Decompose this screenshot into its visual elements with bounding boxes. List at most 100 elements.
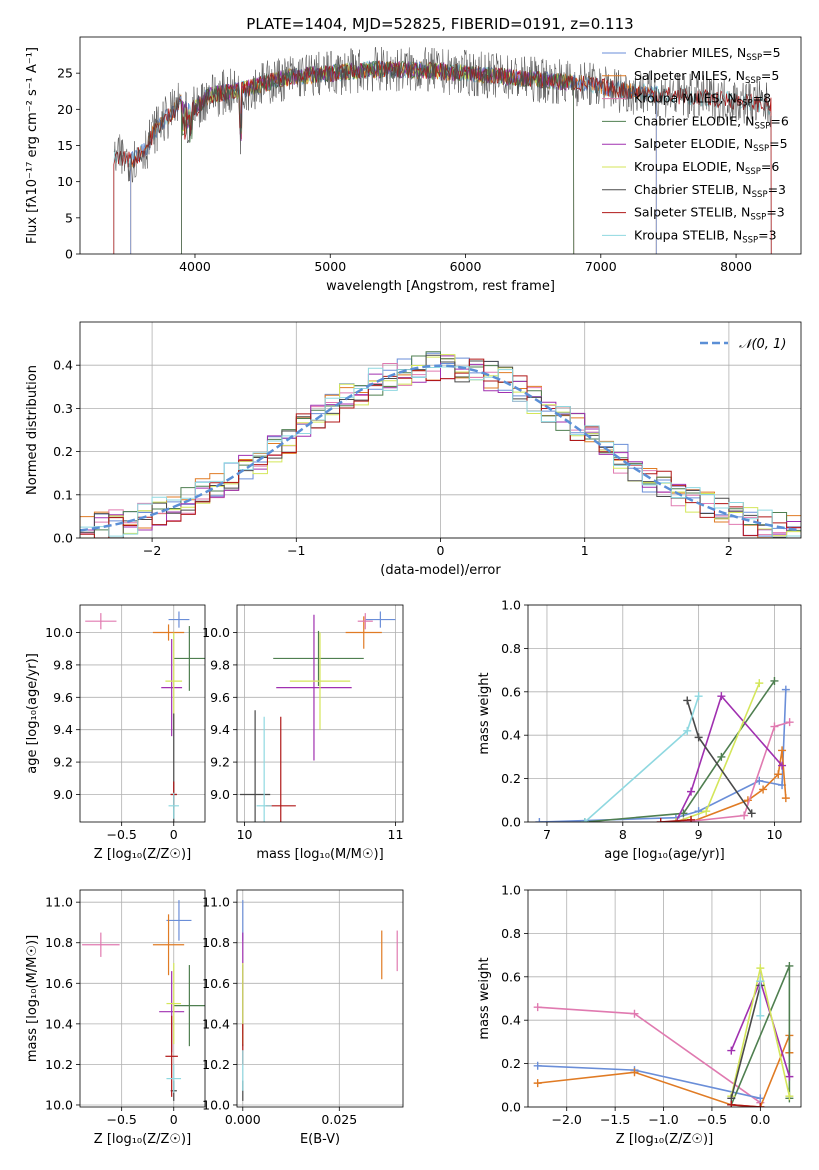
y-tick-label: 0.2 xyxy=(501,1056,521,1071)
x-tick-label: 5000 xyxy=(314,259,346,274)
weight-marker xyxy=(630,1009,639,1018)
panel-mass-vs-Z: −0.5 0 10.0 10.2 10.4 10.6 10.8 11.0 Z [log₁₀(Z/… xyxy=(25,889,206,1147)
y-tick-label: 9.4 xyxy=(210,722,230,737)
x-tick-label: 8000 xyxy=(720,259,752,274)
weight-marker xyxy=(694,692,703,701)
x-tick-label: 6000 xyxy=(450,259,482,274)
y-tick-label: 0.0 xyxy=(501,815,521,830)
weight-marker xyxy=(717,692,726,701)
legend-label: Chabrier ELODIE, NSSP=6 xyxy=(634,113,789,131)
y-tick-label: 9.2 xyxy=(53,755,73,770)
weight-marker xyxy=(580,818,589,822)
weight-marker xyxy=(755,679,764,688)
weight-line-kroupa-stelib xyxy=(584,695,700,822)
weight-marker xyxy=(630,1068,639,1077)
axes-frame xyxy=(527,604,802,823)
y-axis-label: mass weight xyxy=(477,957,492,1039)
y-tick-label: 9.0 xyxy=(210,787,230,802)
histogram-kroupa-stelib xyxy=(80,366,801,538)
x-tick-label: −0.5 xyxy=(106,827,136,842)
y-axis-label: mass [log₁₀(M/M☉)] xyxy=(25,935,40,1062)
weight-line-salpeter-miles xyxy=(690,750,787,822)
plot-area xyxy=(80,351,801,538)
legend-label: 𝒩(0, 1) xyxy=(739,337,786,352)
panels: 4000 5000 6000 7000 80000510152025wavelength… xyxy=(25,36,802,1147)
weight-marker xyxy=(759,785,768,794)
y-axis-label: age [log₁₀(age/yr)] xyxy=(25,653,40,774)
legend-label: Kroupa ELODIE, NSSP=6 xyxy=(634,159,779,177)
weight-line-kroupa-miles xyxy=(683,721,790,822)
y-tick-label: 10.6 xyxy=(202,976,230,991)
panel-age-vs-Z: −0.5 0 9.0 9.2 9.4 9.6 9.8 10.0 Z [log₁₀(Z/Z☉)] a… xyxy=(25,604,206,862)
weight-marker xyxy=(781,794,790,803)
x-tick-label: 0 xyxy=(437,543,445,558)
x-tick-label: −0.5 xyxy=(697,1112,727,1127)
y-tick-label: 9.0 xyxy=(53,787,73,802)
y-axis-label: mass weight xyxy=(477,672,492,754)
y-tick-label: 10.0 xyxy=(45,625,73,640)
legend-label: Kroupa STELIB, NSSP=3 xyxy=(634,227,777,245)
y-tick-label: 10 xyxy=(57,174,73,189)
plot-area xyxy=(82,900,205,1101)
weight-marker xyxy=(687,787,696,796)
weight-marker xyxy=(770,722,779,731)
axes-frame xyxy=(79,889,206,1108)
y-tick-label: 0.1 xyxy=(53,487,73,502)
weight-marker xyxy=(694,733,703,742)
y-tick-label: 9.4 xyxy=(53,722,73,737)
y-tick-label: 10.2 xyxy=(45,1057,73,1072)
panel-mass-vs-EBV: 0.000 0.025 10.0 10.2 10.4 10.6 10.8 11.0 E(B-V) xyxy=(202,889,404,1147)
weight-marker xyxy=(533,1061,542,1070)
weight-marker xyxy=(687,815,696,822)
weight-marker xyxy=(535,818,544,822)
y-tick-label: 1.0 xyxy=(501,883,521,898)
weight-marker xyxy=(785,1092,794,1101)
y-tick-label: 9.8 xyxy=(210,657,230,672)
x-tick-label: 11 xyxy=(388,827,404,842)
y-tick-label: 10.8 xyxy=(202,935,230,950)
plot-area xyxy=(533,961,794,1107)
y-tick-label: 0.8 xyxy=(501,641,521,656)
x-axis-label: mass [log₁₀(M/M☉)] xyxy=(256,847,383,862)
panel-weight-vs-Z: −2.0 −1.5 −1.0 −0.5 0.0 0.0 0.2 0.4 0.6 0.8 1.0 Z [… xyxy=(477,883,802,1147)
weight-marker xyxy=(756,964,765,973)
gaussian-curve xyxy=(80,364,801,532)
weight-marker xyxy=(671,818,680,822)
x-axis-label: Z [log₁₀(Z/Z☉)] xyxy=(94,1132,191,1147)
y-tick-label: 0.4 xyxy=(53,358,73,373)
weight-marker xyxy=(717,752,726,761)
x-tick-label: 0.0 xyxy=(750,1112,770,1127)
x-tick-label: 0 xyxy=(170,827,178,842)
weight-marker xyxy=(727,1100,736,1107)
y-axis-label: Flux [fλ10⁻¹⁷ erg cm⁻² s⁻¹ A⁻¹] xyxy=(25,47,40,244)
y-tick-label: 9.2 xyxy=(210,755,230,770)
x-tick-label: −1.0 xyxy=(648,1112,678,1127)
y-tick-label: 0.0 xyxy=(501,1100,521,1115)
x-axis-label: age [log₁₀(age/yr)] xyxy=(604,847,725,862)
legend-label: Salpeter MILES, NSSP=5 xyxy=(634,68,779,86)
weight-marker xyxy=(702,807,711,816)
weight-marker xyxy=(683,726,692,735)
y-tick-label: 0.2 xyxy=(501,771,521,786)
weight-marker xyxy=(656,818,665,822)
y-tick-label: 10.4 xyxy=(45,1016,73,1031)
weight-marker xyxy=(781,685,790,694)
x-tick-label: 10 xyxy=(237,827,253,842)
x-axis-label: E(B-V) xyxy=(300,1132,340,1147)
weight-marker xyxy=(740,811,749,820)
spectrum-line-chabrier-elodie xyxy=(181,60,575,254)
legend-label: Salpeter ELODIE, NSSP=5 xyxy=(634,136,788,154)
x-tick-label: −1.5 xyxy=(600,1112,630,1127)
weight-marker xyxy=(785,961,794,970)
weight-marker xyxy=(785,1072,794,1081)
weight-line-kroupa-miles xyxy=(537,1006,761,1104)
y-tick-label: 9.8 xyxy=(53,657,73,672)
weight-marker xyxy=(756,1103,765,1107)
spectrum-line-kroupa-elodie xyxy=(181,60,575,254)
y-tick-label: 11.0 xyxy=(45,895,73,910)
y-tick-label: 0.3 xyxy=(53,401,73,416)
axes-frame xyxy=(236,604,404,823)
y-tick-label: 11.0 xyxy=(202,895,230,910)
spectrum-legend: Chabrier MILES, NSSP=5 Salpeter MILES, NS… xyxy=(602,45,789,245)
x-tick-label: 0.000 xyxy=(225,1112,261,1127)
